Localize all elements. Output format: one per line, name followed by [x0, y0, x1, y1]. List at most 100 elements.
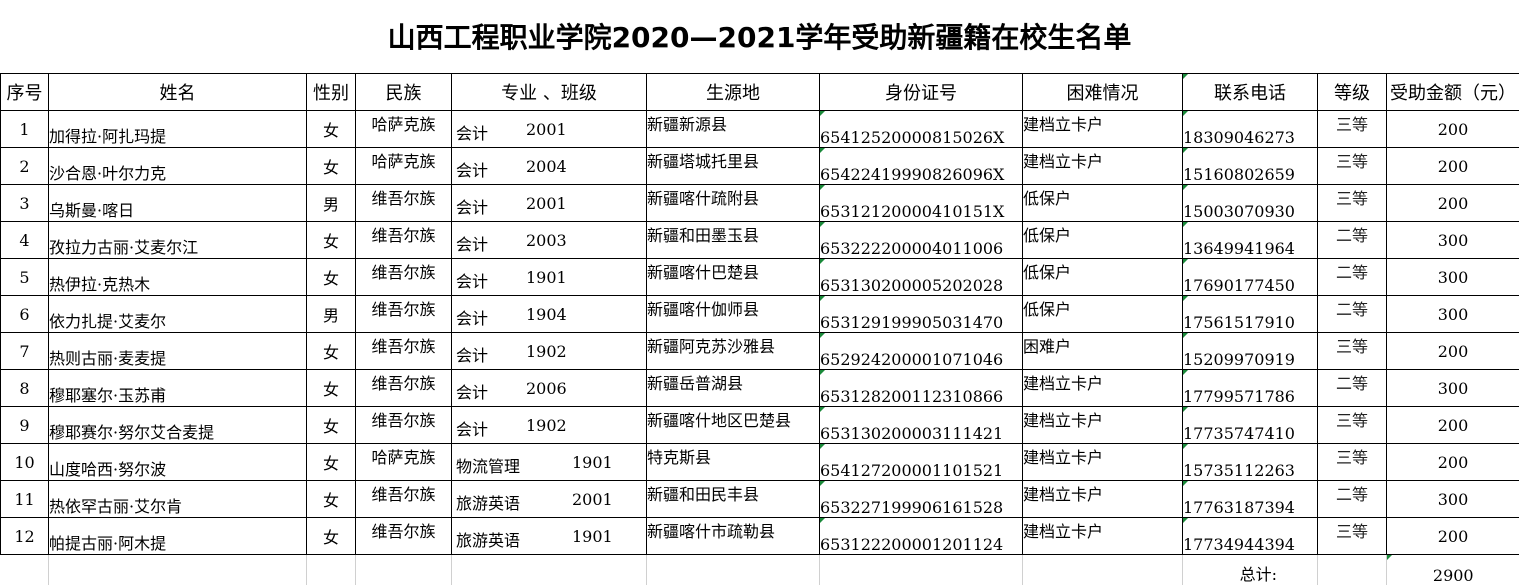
empty-cell[interactable]	[49, 555, 307, 585]
cell-id-number[interactable]: 653122200001201124	[820, 518, 1023, 555]
cell-grade[interactable]: 三等	[1318, 148, 1387, 185]
cell-amount[interactable]: 200	[1387, 185, 1519, 222]
cell-ethnic[interactable]: 哈萨克族	[356, 111, 452, 148]
cell-amount[interactable]: 300	[1387, 296, 1519, 333]
cell-origin[interactable]: 新疆岳普湖县	[647, 370, 820, 407]
cell-phone[interactable]: 15160802659	[1183, 148, 1318, 185]
cell-seq[interactable]: 10	[1, 444, 49, 481]
cell-ethnic[interactable]: 维吾尔族	[356, 222, 452, 259]
cell-difficulty[interactable]: 建档立卡户	[1023, 370, 1183, 407]
cell-amount[interactable]: 200	[1387, 111, 1519, 148]
cell-seq[interactable]: 9	[1, 407, 49, 444]
cell-name[interactable]: 穆耶赛尔·努尔艾合麦提	[49, 407, 307, 444]
cell-difficulty[interactable]: 低保户	[1023, 185, 1183, 222]
cell-name[interactable]: 沙合恩·叶尔力克	[49, 148, 307, 185]
cell-id-number[interactable]: 652924200001071046	[820, 333, 1023, 370]
header-gender[interactable]: 性别	[307, 74, 356, 111]
total-value[interactable]: 2900	[1387, 555, 1519, 585]
cell-amount[interactable]: 200	[1387, 407, 1519, 444]
empty-cell[interactable]	[356, 555, 452, 585]
cell-phone[interactable]: 17561517910	[1183, 296, 1318, 333]
cell-gender[interactable]: 女	[307, 407, 356, 444]
cell-origin[interactable]: 新疆和田墨玉县	[647, 222, 820, 259]
cell-grade[interactable]: 三等	[1318, 518, 1387, 555]
header-id[interactable]: 身份证号	[820, 74, 1023, 111]
cell-gender[interactable]: 男	[307, 296, 356, 333]
header-ethnic[interactable]: 民族	[356, 74, 452, 111]
cell-gender[interactable]: 女	[307, 259, 356, 296]
cell-name[interactable]: 乌斯曼·喀日	[49, 185, 307, 222]
cell-amount[interactable]: 300	[1387, 481, 1519, 518]
empty-cell[interactable]	[452, 555, 647, 585]
cell-seq[interactable]: 1	[1, 111, 49, 148]
cell-origin[interactable]: 新疆和田民丰县	[647, 481, 820, 518]
cell-origin[interactable]: 新疆新源县	[647, 111, 820, 148]
cell-origin[interactable]: 新疆喀什地区巴楚县	[647, 407, 820, 444]
cell-difficulty[interactable]: 建档立卡户	[1023, 407, 1183, 444]
cell-amount[interactable]: 200	[1387, 444, 1519, 481]
cell-name[interactable]: 加得拉·阿扎玛提	[49, 111, 307, 148]
cell-ethnic[interactable]: 维吾尔族	[356, 518, 452, 555]
cell-ethnic[interactable]: 维吾尔族	[356, 481, 452, 518]
cell-seq[interactable]: 3	[1, 185, 49, 222]
cell-id-number[interactable]: 653128200112310866	[820, 370, 1023, 407]
cell-phone[interactable]: 15003070930	[1183, 185, 1318, 222]
cell-difficulty[interactable]: 建档立卡户	[1023, 444, 1183, 481]
cell-seq[interactable]: 6	[1, 296, 49, 333]
cell-grade[interactable]: 二等	[1318, 259, 1387, 296]
cell-ethnic[interactable]: 维吾尔族	[356, 259, 452, 296]
cell-seq[interactable]: 4	[1, 222, 49, 259]
cell-gender[interactable]: 女	[307, 333, 356, 370]
cell-grade[interactable]: 二等	[1318, 481, 1387, 518]
header-name[interactable]: 姓名	[49, 74, 307, 111]
cell-id-number[interactable]: 653130200003111421	[820, 407, 1023, 444]
cell-gender[interactable]: 女	[307, 222, 356, 259]
cell-gender[interactable]: 女	[307, 148, 356, 185]
cell-name[interactable]: 孜拉力古丽·艾麦尔江	[49, 222, 307, 259]
cell-grade[interactable]: 二等	[1318, 296, 1387, 333]
cell-phone[interactable]: 18309046273	[1183, 111, 1318, 148]
cell-grade[interactable]: 三等	[1318, 185, 1387, 222]
cell-ethnic[interactable]: 哈萨克族	[356, 444, 452, 481]
cell-seq[interactable]: 7	[1, 333, 49, 370]
cell-seq[interactable]: 5	[1, 259, 49, 296]
cell-grade[interactable]: 三等	[1318, 111, 1387, 148]
cell-difficulty[interactable]: 建档立卡户	[1023, 148, 1183, 185]
cell-id-number[interactable]: 65422419990826096X	[820, 148, 1023, 185]
cell-difficulty[interactable]: 建档立卡户	[1023, 518, 1183, 555]
empty-cell[interactable]	[647, 555, 820, 585]
cell-seq[interactable]: 11	[1, 481, 49, 518]
cell-gender[interactable]: 女	[307, 481, 356, 518]
header-grade[interactable]: 等级	[1318, 74, 1387, 111]
cell-difficulty[interactable]: 低保户	[1023, 296, 1183, 333]
cell-ethnic[interactable]: 哈萨克族	[356, 148, 452, 185]
cell-ethnic[interactable]: 维吾尔族	[356, 407, 452, 444]
cell-name[interactable]: 帕提古丽·阿木提	[49, 518, 307, 555]
empty-cell[interactable]	[1, 555, 49, 585]
cell-name[interactable]: 热伊拉·克热木	[49, 259, 307, 296]
cell-phone[interactable]: 13649941964	[1183, 222, 1318, 259]
cell-id-number[interactable]: 653129199905031470	[820, 296, 1023, 333]
cell-amount[interactable]: 200	[1387, 333, 1519, 370]
cell-gender[interactable]: 女	[307, 444, 356, 481]
header-seq[interactable]: 序号	[1, 74, 49, 111]
empty-cell[interactable]	[1023, 555, 1183, 585]
empty-cell[interactable]	[1318, 555, 1387, 585]
cell-phone[interactable]: 17690177450	[1183, 259, 1318, 296]
cell-ethnic[interactable]: 维吾尔族	[356, 296, 452, 333]
cell-difficulty[interactable]: 低保户	[1023, 222, 1183, 259]
cell-grade[interactable]: 三等	[1318, 444, 1387, 481]
cell-origin[interactable]: 新疆喀什巴楚县	[647, 259, 820, 296]
cell-id-number[interactable]: 654127200001101521	[820, 444, 1023, 481]
header-origin[interactable]: 生源地	[647, 74, 820, 111]
cell-origin[interactable]: 新疆塔城托里县	[647, 148, 820, 185]
